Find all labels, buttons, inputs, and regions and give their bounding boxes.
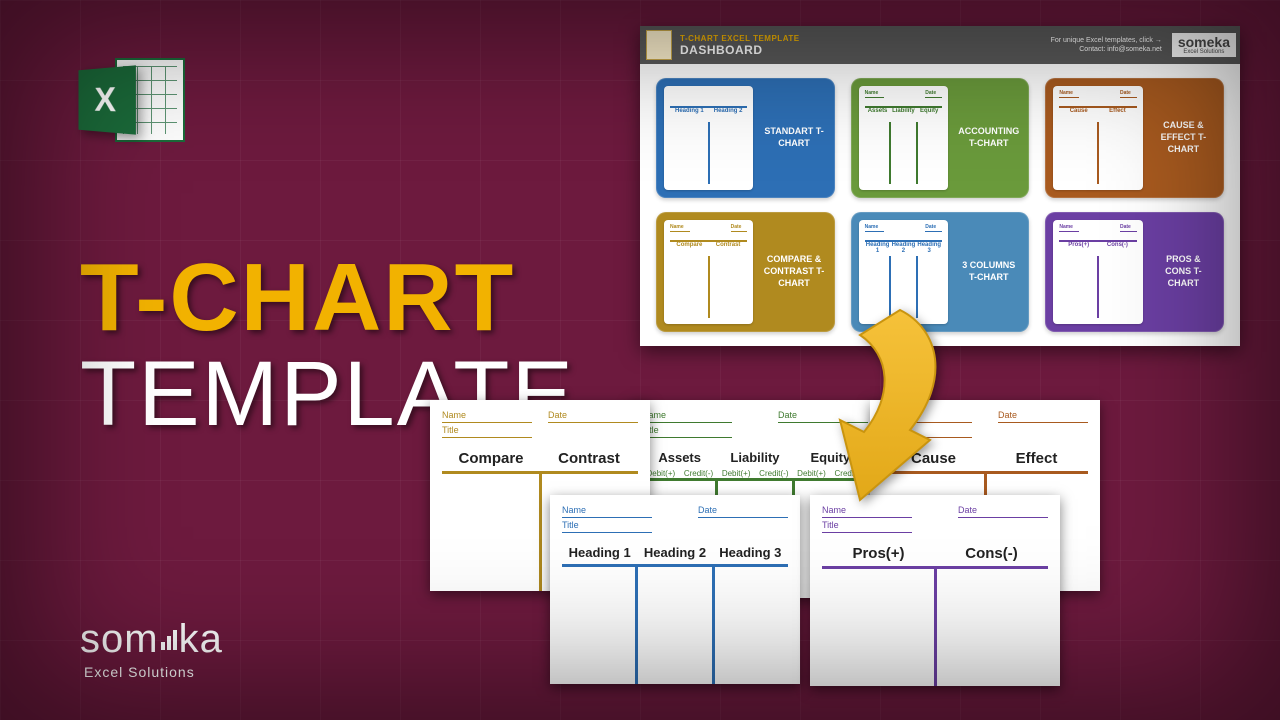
card-label: ACCOUNTING T-CHART	[956, 86, 1021, 190]
mini-head: Effect	[1098, 108, 1137, 116]
doc-head: Contrast	[540, 446, 638, 471]
mini-head: Heading 1	[865, 242, 891, 256]
doc-meta: Title	[822, 520, 1048, 533]
dashboard-window: T-CHART EXCEL TEMPLATE DASHBOARD For uni…	[640, 26, 1240, 346]
mini-head: Cause	[1059, 108, 1098, 116]
mini-meta: Date	[925, 90, 942, 98]
doc-head: Assets	[642, 446, 717, 469]
doc-meta: Name	[562, 505, 652, 518]
mini-head: Heading 2	[709, 108, 748, 116]
someka-logo: som ka Excel Solutions	[80, 617, 223, 680]
doc-sub: Debit(+)	[717, 469, 755, 478]
mini-meta: Name	[1059, 90, 1079, 98]
mini-meta: Name	[865, 224, 885, 232]
doc-meta: Date	[998, 410, 1088, 423]
brand-sub: Excel Solutions	[80, 664, 223, 680]
brand-right: ka	[179, 617, 223, 662]
dashboard-product: T-CHART EXCEL TEMPLATE	[680, 34, 1047, 43]
doc-meta: Date	[548, 410, 638, 423]
doc-sub: Credit(-)	[680, 469, 718, 478]
card-label: PROS & CONS T-CHART	[1151, 220, 1216, 324]
doc-proscons: NameDate Title Pros(+) Cons(-)	[810, 495, 1060, 686]
badge-sub: Excel Solutions	[1178, 49, 1230, 55]
dashboard-section: DASHBOARD	[680, 43, 1047, 57]
doc-head: Compare	[442, 446, 540, 471]
card-label: CAUSE & EFFECT T-CHART	[1151, 86, 1216, 190]
doc-head: Heading 1	[562, 541, 637, 564]
mini-head: Pros(+)	[1059, 242, 1098, 250]
mini-meta: Name	[1059, 224, 1079, 232]
brand-left: som	[80, 617, 159, 662]
doc-meta: Title	[562, 520, 788, 533]
arrow-icon	[760, 300, 960, 520]
excel-badge-letter: X	[79, 65, 136, 134]
title-line1: T-CHART	[80, 250, 575, 346]
doc-3columns: NameDate Title Heading 1 Heading 2 Headi…	[550, 495, 800, 684]
mini-head: Heading 2	[890, 242, 916, 256]
mini-head: Equity	[916, 108, 942, 116]
mini-head: Heading 3	[916, 242, 942, 256]
mini-meta: Date	[1120, 90, 1137, 98]
card-label: 3 COLUMNS T-CHART	[956, 220, 1021, 324]
doc-head: Cons(-)	[935, 541, 1048, 566]
doc-meta: Name	[442, 410, 532, 423]
card-standard[interactable]: Heading 1 Heading 2 STANDART T-CHART	[656, 78, 835, 198]
mini-head: Contrast	[709, 242, 748, 250]
doc-head: Pros(+)	[822, 541, 935, 566]
doc-head: Effect	[985, 446, 1088, 471]
mini-meta: Name	[670, 224, 690, 232]
mini-head: Cons(-)	[1098, 242, 1137, 250]
card-accounting[interactable]: Name Date Assets Liability Equity ACCOUNT…	[851, 78, 1030, 198]
doc-meta: Title	[442, 425, 638, 438]
mini-head: Liability	[890, 108, 916, 116]
mini-meta: Name	[865, 90, 885, 98]
card-cause-effect[interactable]: Name Date Cause Effect CAUSE & EFFECT T-C…	[1045, 78, 1224, 198]
mini-meta: Date	[925, 224, 942, 232]
dashboard-tagline: For unique Excel templates, click →	[1051, 36, 1162, 45]
doc-meta: Date	[958, 505, 1048, 518]
dashboard-header: T-CHART EXCEL TEMPLATE DASHBOARD For uni…	[640, 26, 1240, 64]
excel-icon: X	[75, 50, 185, 150]
badge-main: someka	[1178, 34, 1230, 50]
mini-meta: Date	[731, 224, 748, 232]
doc-head: Heading 2	[637, 541, 712, 564]
card-label: STANDART T-CHART	[761, 86, 826, 190]
card-proscons[interactable]: Name Date Pros(+) Cons(-) PROS & CONS T-C…	[1045, 212, 1224, 332]
dashboard-file-icon	[646, 30, 672, 60]
dashboard-contact: Contact: info@someka.net	[1051, 45, 1162, 54]
brand-bars-icon	[161, 630, 177, 650]
mini-head: Assets	[865, 108, 891, 116]
mini-head: Compare	[670, 242, 709, 250]
doc-meta: Name	[642, 410, 732, 423]
someka-badge: someka Excel Solutions	[1172, 33, 1236, 57]
mini-meta: Date	[1120, 224, 1137, 232]
mini-head: Heading 1	[670, 108, 709, 116]
doc-head: Heading 3	[713, 541, 788, 564]
